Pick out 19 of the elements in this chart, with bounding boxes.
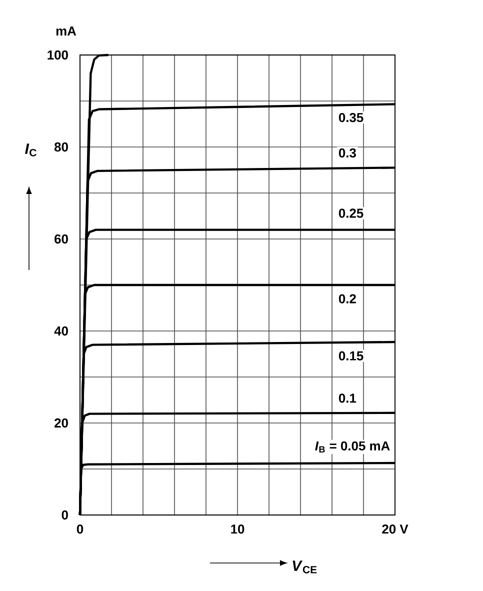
x-tick-label: 10	[231, 524, 244, 534]
y-tick-label: 20	[54, 418, 68, 428]
series-label: 0.2	[338, 294, 356, 304]
y-tick-label: 100	[48, 50, 68, 60]
series-label: 0.3	[338, 148, 356, 158]
text: mA	[56, 26, 76, 36]
y-axis-title: I$_{C}$	[25, 144, 36, 156]
series-label: 0.15	[338, 351, 364, 360]
y-tick-label: 0	[62, 510, 68, 520]
x-tick-label: 20 V	[382, 524, 408, 534]
y-tick-label: 40	[54, 326, 68, 336]
series-label: I$_{B}$ = 0.05 mA	[315, 441, 390, 452]
series-label: 0.1	[338, 394, 356, 403]
series-label: 0.35	[338, 112, 364, 122]
x-axis-title: V$_{CE}$	[292, 560, 317, 574]
series-label: 0.25	[338, 208, 364, 218]
y-tick-label: 60	[54, 234, 68, 244]
y-tick-label: 80	[54, 142, 68, 152]
x-tick-label: 0	[76, 524, 84, 534]
